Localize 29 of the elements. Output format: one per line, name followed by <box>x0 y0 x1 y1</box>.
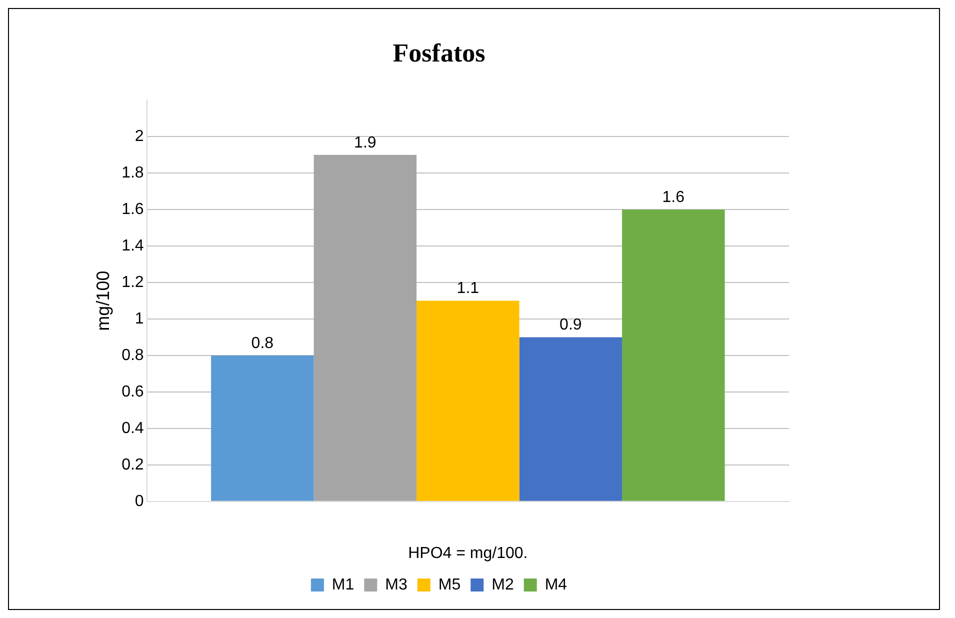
y-tick-label: 0.8 <box>122 346 144 364</box>
y-tick-label: 0.2 <box>122 456 144 474</box>
y-tick-label: 1.4 <box>122 237 144 254</box>
y-tick-label: 1.8 <box>122 164 144 182</box>
y-tick-label: 0 <box>134 492 144 510</box>
bar <box>622 210 725 501</box>
y-tick-label: 0.6 <box>122 383 144 400</box>
data-label: 1.6 <box>662 189 685 206</box>
y-tick-label: 0.4 <box>122 420 144 437</box>
data-label: 1.9 <box>354 134 376 152</box>
chart-title: Fosfatos <box>392 38 486 68</box>
y-tick-label: 2 <box>134 128 144 146</box>
y-axis-title: mg/100 <box>92 270 113 331</box>
y-tick-label: 1 <box>134 310 144 328</box>
bar <box>519 337 622 501</box>
legend-label: M1 <box>332 576 354 594</box>
data-label: 0.9 <box>560 316 582 334</box>
legend-label: M2 <box>492 576 514 594</box>
data-label: 0.8 <box>251 334 274 352</box>
data-label: 1.1 <box>456 280 480 298</box>
bar <box>211 356 314 501</box>
bar <box>416 300 520 501</box>
x-axis-title: HPO4 = mg/100. <box>408 544 528 562</box>
y-tick-label: 1.2 <box>122 274 144 291</box>
legend-label: M3 <box>385 576 408 594</box>
y-tick-label: 1.6 <box>122 201 144 218</box>
legend-label: M4 <box>544 576 568 594</box>
bar <box>314 154 417 501</box>
legend-label: M5 <box>438 576 461 594</box>
